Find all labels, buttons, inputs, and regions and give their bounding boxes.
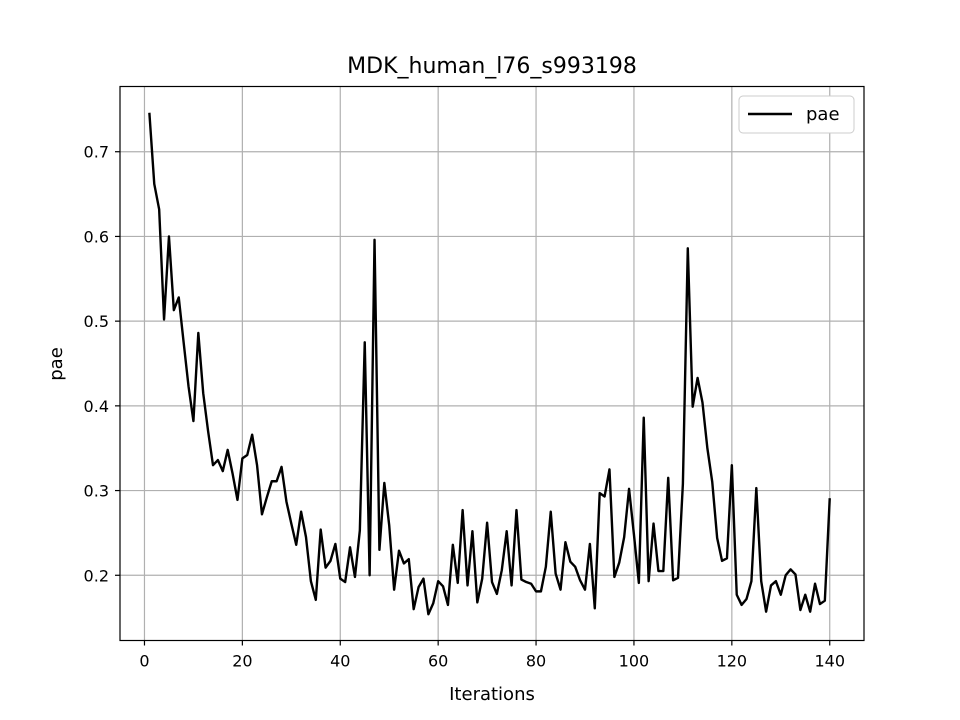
y-tick-label: 0.2 [84,566,109,585]
series-line-pae [148,112,831,616]
y-tick-label: 0.6 [84,227,109,246]
grid-lines [120,86,864,641]
y-tick-label: 0.5 [84,312,109,331]
y-axis-ticks: 0.2 0.3 0.4 0.5 0.6 0.7 [84,143,120,585]
y-tick-label: 0.7 [84,143,109,162]
chart-title: MDK_human_l76_s993198 [347,54,637,79]
x-tick-label: 0 [139,652,149,671]
x-tick-label: 20 [232,652,252,671]
y-axis-label: pae [46,347,67,381]
y-tick-label: 0.4 [84,397,109,416]
x-tick-label: 40 [330,652,350,671]
x-tick-label: 120 [717,652,748,671]
x-tick-label: 100 [619,652,650,671]
legend: pae [738,95,855,134]
legend-label-pae: pae [806,104,840,125]
x-axis-ticks: 0 20 40 60 80 100 120 140 [139,640,845,671]
y-tick-label: 0.3 [84,482,109,501]
plot-area [148,112,831,616]
x-tick-label: 60 [428,652,448,671]
x-tick-label: 140 [814,652,845,671]
x-tick-label: 80 [526,652,546,671]
x-axis-label: Iterations [449,684,535,705]
legend-box [738,95,855,134]
plot-frame [119,85,865,642]
